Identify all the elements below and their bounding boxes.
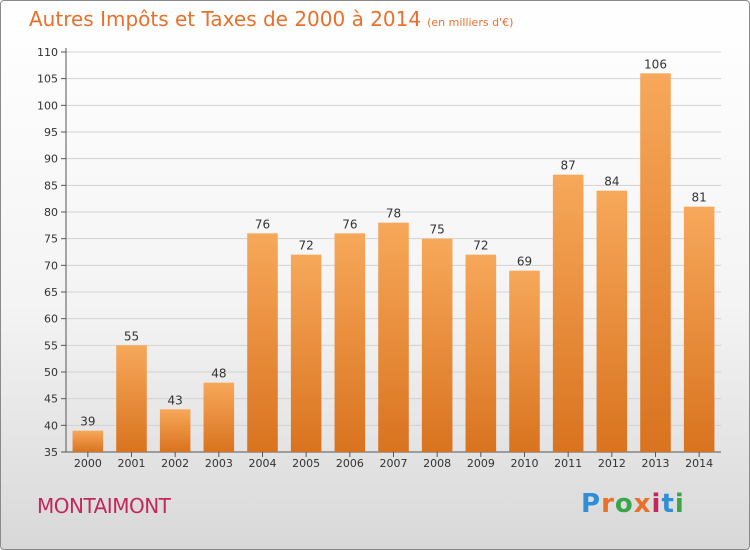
value-label-2014: 81 [692,191,707,205]
logo-letter: x [633,489,652,519]
y-tick-label: 105 [37,73,58,86]
y-tick-label: 100 [37,99,58,112]
x-tick-label-2008: 2008 [423,457,451,470]
y-tick-label: 75 [44,233,58,246]
bar-2011 [552,174,584,452]
x-tick-label-2014: 2014 [685,457,713,470]
value-label-2012: 84 [604,175,619,189]
value-label-2011: 87 [561,159,576,173]
x-tick-label-2010: 2010 [511,457,539,470]
x-tick-label-2001: 2001 [118,457,146,470]
bar-2003 [203,382,235,452]
value-label-2005: 72 [299,239,314,253]
x-tick-label-2007: 2007 [380,457,408,470]
bar-2002 [159,409,191,452]
chart-title-text: Autres Impôts et Taxes de 2000 à 2014 [29,7,422,31]
x-tick-label-2000: 2000 [74,457,102,470]
y-tick-label: 80 [44,206,58,219]
y-tick-label: 85 [44,179,58,192]
logo-letter: r [601,489,615,519]
y-tick-label: 90 [44,153,58,166]
y-tick-label: 40 [44,419,58,432]
x-tick-label-2004: 2004 [249,457,277,470]
logo-letter: o [614,489,634,519]
bar-2012 [596,190,628,452]
bar-2007 [378,222,409,452]
y-tick-label: 110 [37,46,58,59]
value-label-2006: 76 [342,217,357,231]
bar-labels: 39 2000 55 2001 43 2002 48 2003 76 2004 72 2005 76 20… [74,57,713,470]
bar-2014 [683,206,715,452]
x-tick-label-2012: 2012 [598,457,626,470]
x-tick-label-2002: 2002 [161,457,189,470]
y-tick-label: 50 [44,366,58,379]
bars [72,73,715,457]
value-label-2008: 75 [430,223,445,237]
value-label-2010: 69 [517,255,532,269]
logo-letter: i [674,489,685,519]
value-label-2001: 55 [124,329,139,343]
value-label-2003: 48 [211,367,226,381]
bar-2001 [116,345,147,452]
logo-letter: i [651,489,662,519]
bar-2005 [290,254,322,452]
proxiti-logo: Proxiti [581,489,685,519]
bar-2004 [247,233,278,452]
y-tick-label: 70 [44,259,58,272]
value-label-2000: 39 [80,415,95,429]
bar-2013 [640,73,671,452]
y-tick-label: 45 [44,393,58,406]
commune-name: MONTAIMONT [37,494,171,518]
y-tick-label: 65 [44,286,58,299]
value-label-2002: 43 [168,393,183,407]
chart-unit: (en milliers d'€) [427,16,514,29]
logo-letter: P [581,489,602,519]
bar-2009 [465,254,497,452]
y-tick-label: 95 [44,126,58,139]
x-tick-label-2003: 2003 [205,457,233,470]
value-label-2013: 106 [644,57,667,71]
logo-letter: t [661,489,675,519]
x-tick-label-2006: 2006 [336,457,364,470]
y-tick-label: 55 [44,339,58,352]
bar-2000 [72,430,104,452]
x-tick-label-2009: 2009 [467,457,495,470]
y-tick-label: 35 [44,446,58,459]
y-tick-label: 60 [44,313,58,326]
bar-2008 [421,238,453,452]
value-label-2009: 72 [473,239,488,253]
chart-title: Autres Impôts et Taxes de 2000 à 2014 (en… [29,7,513,31]
x-tick-label-2005: 2005 [292,457,320,470]
bar-2010 [509,270,540,452]
value-label-2004: 76 [255,217,270,231]
x-tick-label-2011: 2011 [554,457,582,470]
value-label-2007: 78 [386,207,401,221]
x-tick-label-2013: 2013 [642,457,670,470]
bar-2006 [334,233,366,452]
